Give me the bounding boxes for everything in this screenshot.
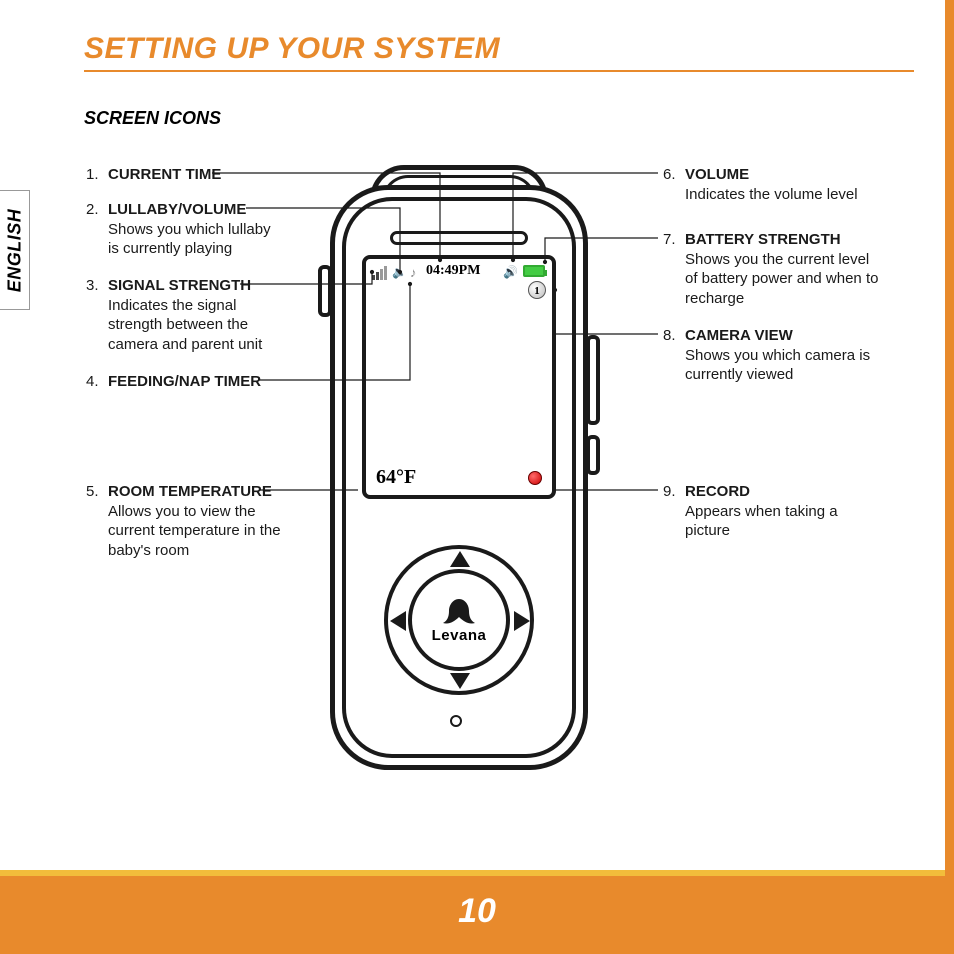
leader-lines (0, 0, 945, 876)
footer-band (0, 870, 945, 876)
page-number: 10 (0, 892, 954, 931)
manual-page: ENGLISH SETTING UP YOUR SYSTEM SCREEN IC… (0, 0, 945, 876)
